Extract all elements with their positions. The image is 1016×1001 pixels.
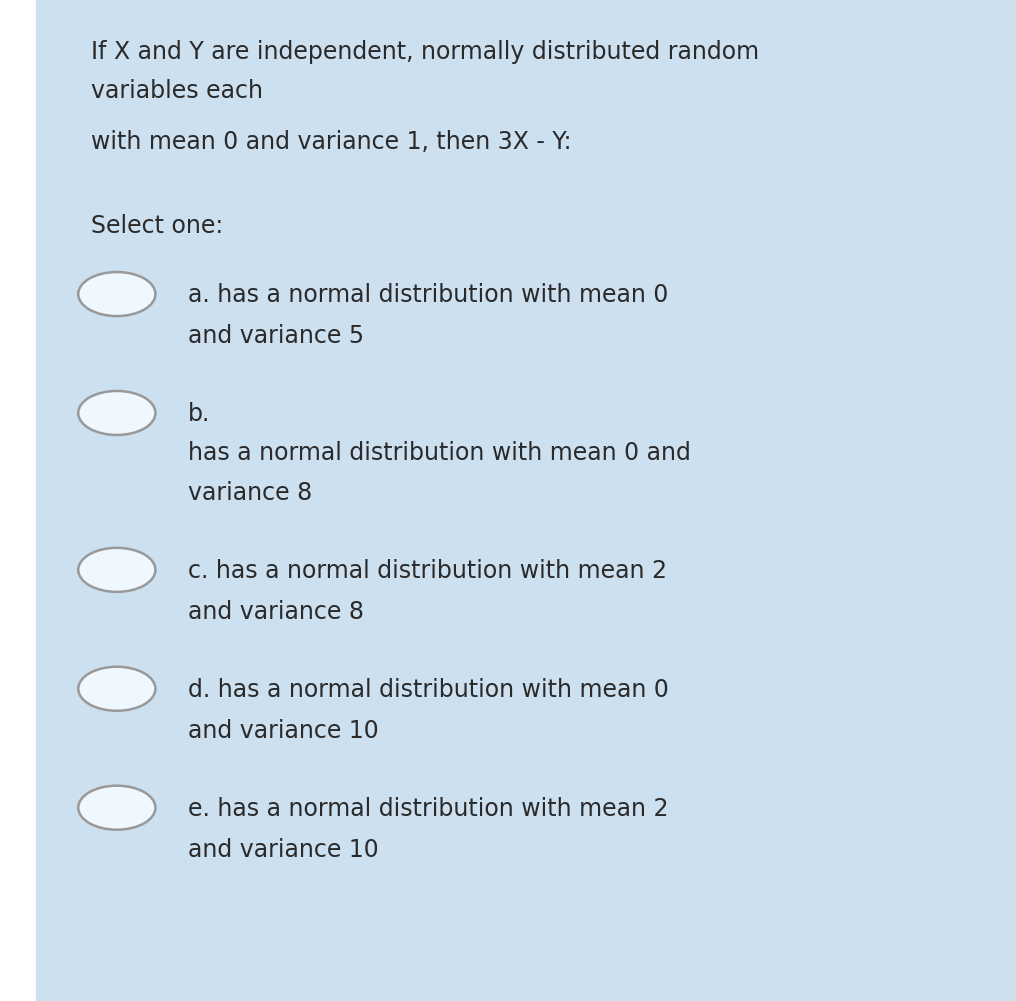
Ellipse shape bbox=[78, 667, 155, 711]
Text: and variance 8: and variance 8 bbox=[188, 600, 364, 624]
Ellipse shape bbox=[78, 391, 155, 435]
Text: with mean 0 and variance 1, then 3X - Y:: with mean 0 and variance 1, then 3X - Y: bbox=[91, 130, 572, 154]
Text: b.: b. bbox=[188, 402, 210, 426]
Text: e. has a normal distribution with mean 2: e. has a normal distribution with mean 2 bbox=[188, 797, 669, 821]
Text: variables each: variables each bbox=[91, 79, 263, 103]
Text: has a normal distribution with mean 0 and: has a normal distribution with mean 0 an… bbox=[188, 441, 691, 465]
Text: c. has a normal distribution with mean 2: c. has a normal distribution with mean 2 bbox=[188, 559, 666, 583]
Text: d. has a normal distribution with mean 0: d. has a normal distribution with mean 0 bbox=[188, 678, 669, 702]
Ellipse shape bbox=[78, 548, 155, 592]
Ellipse shape bbox=[78, 272, 155, 316]
Text: and variance 10: and variance 10 bbox=[188, 838, 379, 862]
Text: a. has a normal distribution with mean 0: a. has a normal distribution with mean 0 bbox=[188, 283, 669, 307]
Text: variance 8: variance 8 bbox=[188, 480, 312, 505]
Text: If X and Y are independent, normally distributed random: If X and Y are independent, normally dis… bbox=[91, 40, 760, 64]
Ellipse shape bbox=[78, 786, 155, 830]
Text: and variance 10: and variance 10 bbox=[188, 719, 379, 743]
Text: and variance 5: and variance 5 bbox=[188, 324, 364, 348]
Text: Select one:: Select one: bbox=[91, 214, 224, 238]
